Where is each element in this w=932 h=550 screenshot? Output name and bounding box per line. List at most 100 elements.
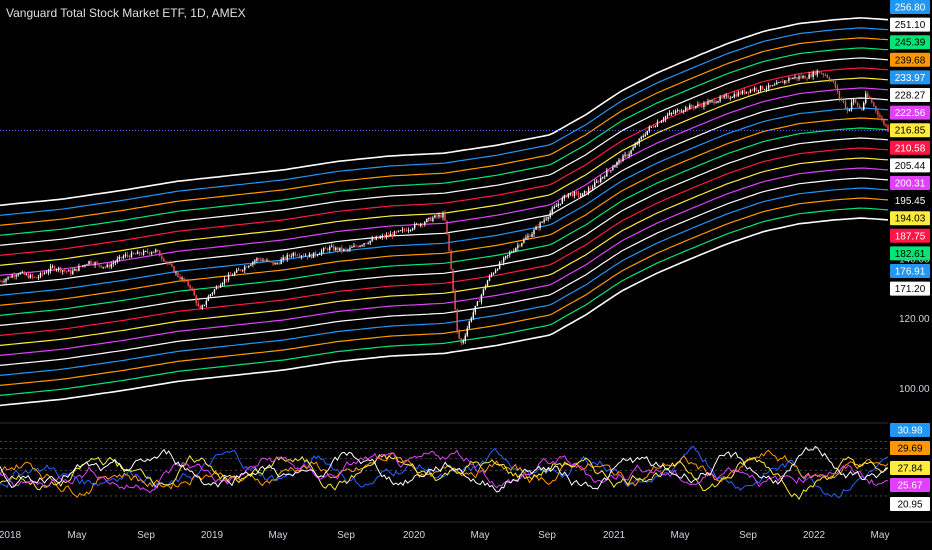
price-panel[interactable]: [0, 17, 889, 407]
candle-body: [731, 97, 733, 98]
candle-body: [591, 187, 594, 189]
candle-body: [15, 275, 17, 277]
candle-body: [343, 249, 345, 251]
candle-body: [743, 90, 746, 94]
candle-body: [450, 250, 452, 270]
candle-body: [616, 162, 618, 166]
candle-body: [373, 238, 375, 240]
candle-body: [735, 94, 737, 97]
price-badge: [890, 123, 930, 138]
time-tick-label: 2019: [201, 530, 224, 541]
candle-body: [5, 278, 7, 282]
candle-body: [739, 92, 742, 95]
candle-body: [741, 90, 744, 95]
candle-body: [51, 266, 54, 268]
time-tick-label: Sep: [739, 530, 757, 541]
candle-body: [476, 301, 479, 306]
candle-body: [250, 264, 252, 266]
candle-body: [539, 222, 541, 229]
candle-body: [333, 246, 335, 251]
candle-body: [418, 223, 420, 226]
candle-body: [157, 249, 159, 252]
candle-body: [284, 257, 286, 260]
oscillator-panel[interactable]: [0, 422, 889, 501]
candle-body: [108, 264, 110, 268]
price-badge-label: 233.97: [895, 73, 926, 84]
candle-body: [788, 77, 790, 81]
band-line-1: [0, 217, 889, 407]
candle-body: [875, 105, 877, 111]
time-tick-label: Sep: [538, 530, 556, 541]
candle-body: [685, 107, 687, 111]
candle-body: [668, 112, 671, 115]
time-axis[interactable]: 2018 May Sep 2019 May Sep 2020 May Sep 2021 May Sep…: [0, 521, 932, 541]
candle-body: [490, 274, 493, 276]
candle-body: [260, 259, 262, 261]
candle-body: [359, 245, 361, 247]
candle-body: [834, 82, 837, 88]
price-axis[interactable]: 100.00120.00140.00256.80251.10245.39239.…: [890, 0, 930, 395]
candle-body: [159, 251, 161, 257]
oscillator-series-line: [0, 449, 889, 494]
candle-body: [814, 71, 816, 75]
candle-body: [331, 246, 333, 248]
candle-body: [49, 266, 52, 272]
candle-body: [37, 276, 40, 279]
band-line-10: [0, 127, 889, 316]
candle-body: [569, 192, 572, 194]
candle-body: [808, 74, 810, 79]
candle-body: [883, 119, 885, 125]
candle-body: [565, 195, 568, 198]
candle-body: [488, 275, 491, 281]
candle-body: [529, 235, 531, 237]
candle-body: [598, 181, 600, 183]
candle-body: [300, 255, 303, 257]
candle-body: [106, 264, 108, 267]
candle-body: [466, 328, 468, 336]
candle-body: [399, 230, 402, 232]
candle-body: [774, 84, 776, 86]
candle-body: [802, 76, 804, 78]
candle-body: [778, 82, 780, 84]
candle-body: [415, 223, 418, 225]
candle-body: [796, 76, 798, 79]
candle-body: [254, 260, 256, 263]
price-badge-label: 205.44: [895, 161, 926, 172]
candle-body: [776, 82, 778, 85]
candle-body: [278, 263, 280, 265]
candle-body: [177, 272, 179, 277]
candle-body: [715, 102, 717, 104]
candle-body: [525, 237, 527, 240]
oscillator-axis[interactable]: 30.98 29.69 27.84 25.67 20.95: [890, 423, 930, 511]
candle-body: [316, 254, 319, 256]
candle-body: [104, 266, 106, 268]
candle-body: [711, 100, 713, 102]
candle-body: [0, 281, 1, 283]
candle-body: [62, 270, 64, 272]
candle-body: [753, 88, 756, 91]
time-tick-label: May: [269, 530, 288, 541]
candle-body: [577, 192, 580, 197]
candle-body: [86, 264, 88, 266]
candle-body: [76, 268, 78, 271]
candle-body: [676, 109, 679, 112]
candle-body: [541, 221, 543, 223]
candle-body: [782, 81, 784, 84]
candle-body: [861, 108, 863, 110]
candle-body: [39, 273, 42, 277]
oscillator-series-line: [0, 445, 889, 493]
candle-body: [197, 303, 199, 307]
candle-body: [151, 252, 153, 254]
candle-body: [70, 270, 72, 275]
candle-body: [640, 136, 642, 139]
candle-body: [593, 182, 596, 188]
price-tick-label: 100.00: [899, 384, 930, 395]
candle-body: [652, 126, 655, 128]
candle-body: [179, 276, 181, 280]
candle-body: [551, 208, 553, 213]
candle-body: [695, 106, 697, 108]
candle-body: [515, 247, 517, 252]
price-badge-label: 171.20: [895, 284, 926, 295]
candle-body: [349, 247, 351, 250]
